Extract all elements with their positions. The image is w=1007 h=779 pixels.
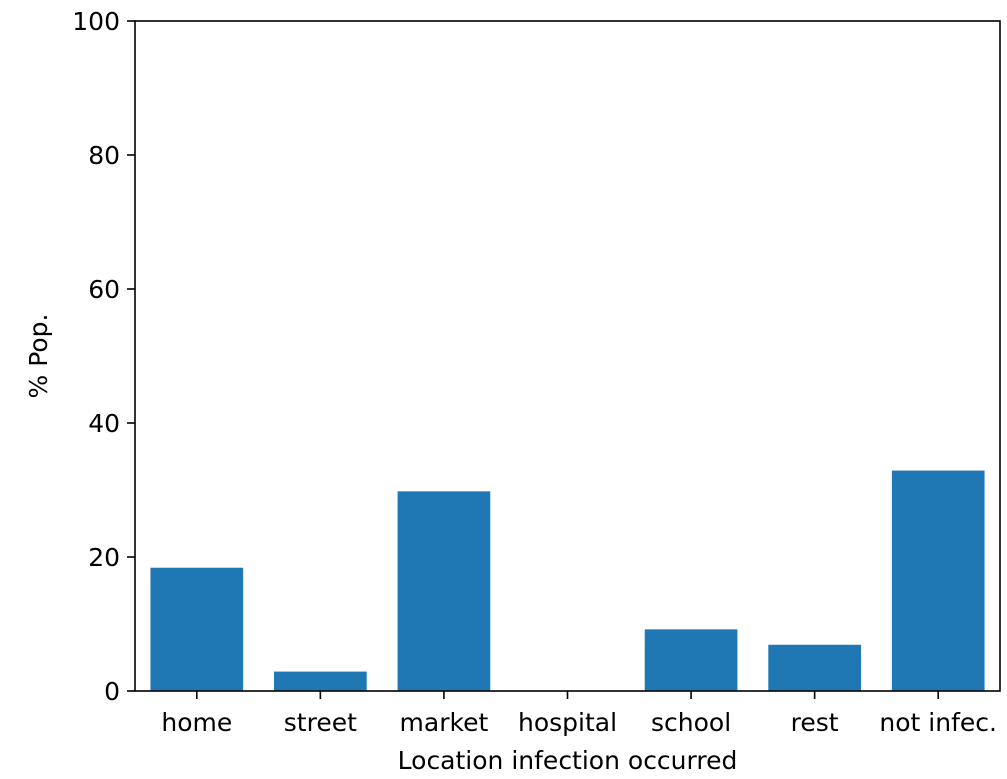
x-tick-label: market (400, 708, 489, 737)
x-tick-label: street (284, 708, 357, 737)
bar-rest (768, 644, 861, 691)
bar-home (150, 567, 244, 691)
x-tick-label: rest (791, 708, 839, 737)
plot-frame (134, 20, 1001, 692)
y-tick-label: 80 (88, 141, 120, 170)
bar-market (397, 491, 491, 691)
y-axis-label: % Pop. (24, 314, 53, 399)
x-tick-label: school (651, 708, 731, 737)
y-tick-label: 60 (88, 275, 120, 304)
x-axis-label: Location infection occurred (398, 746, 738, 775)
bar-not-infec (891, 470, 985, 691)
x-tick-label: hospital (518, 708, 617, 737)
bar-street (274, 671, 367, 691)
y-tick-label: 100 (72, 7, 120, 36)
x-tick-label: home (161, 708, 232, 737)
bar-school (644, 629, 738, 691)
y-tick-label: 0 (104, 677, 120, 706)
y-tick-label: 20 (88, 543, 120, 572)
y-tick-label: 40 (88, 409, 120, 438)
x-axis: home street market hospital school rest not in… (161, 691, 997, 737)
bars-group (150, 470, 985, 691)
y-axis: 0 20 40 60 80 100 (72, 7, 135, 706)
x-tick-label: not infec. (879, 708, 997, 737)
